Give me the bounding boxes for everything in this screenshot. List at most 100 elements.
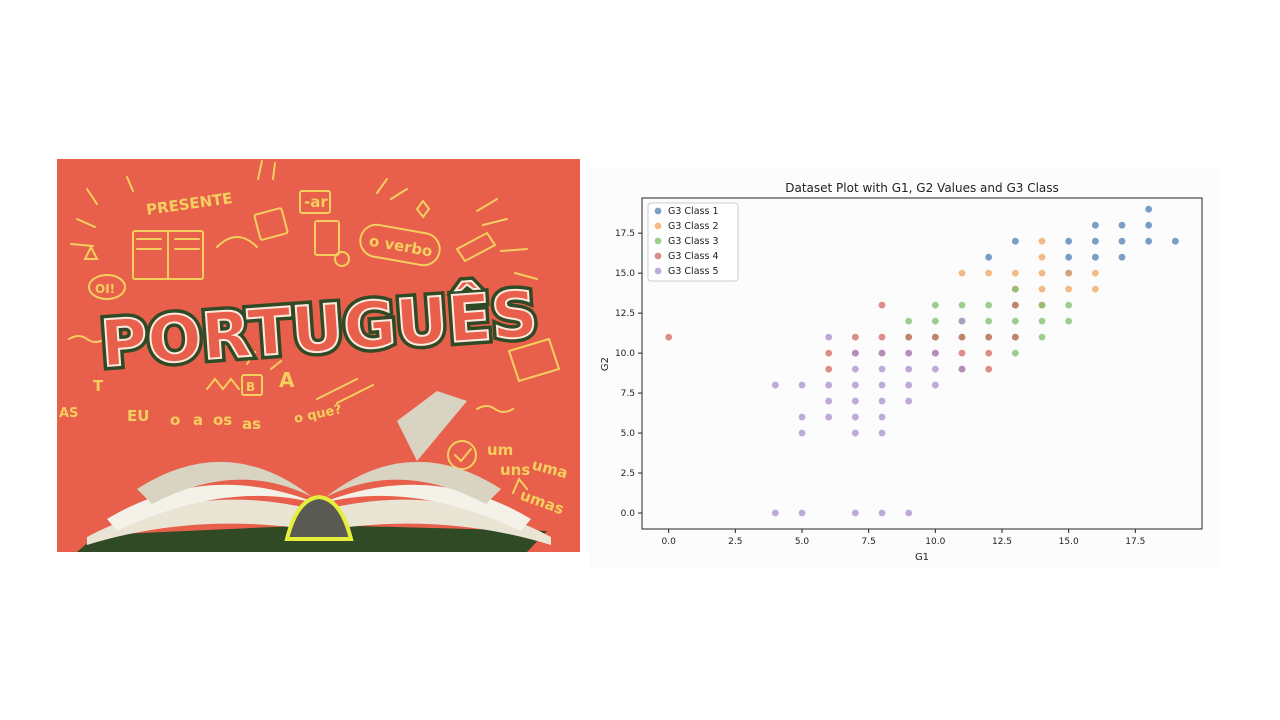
y-tick-label: 0.0 [621, 509, 636, 519]
doodle-os: os [213, 411, 232, 429]
data-point-class-2 [1091, 269, 1099, 277]
data-point-class-5 [878, 349, 886, 357]
data-point-class-4 [1011, 333, 1019, 341]
data-point-class-5 [851, 365, 859, 373]
data-point-class-5 [825, 413, 833, 421]
data-point-class-5 [851, 509, 859, 517]
data-point-class-3 [985, 317, 993, 325]
legend-marker [654, 222, 662, 230]
data-point-class-1 [1091, 221, 1099, 229]
data-point-class-1 [1145, 205, 1153, 213]
data-point-class-3 [931, 317, 939, 325]
data-point-class-5 [825, 381, 833, 389]
data-point-class-2 [1011, 269, 1019, 277]
data-point-class-5 [958, 317, 966, 325]
doodle-oi: OI! [95, 282, 115, 296]
data-point-class-5 [851, 349, 859, 357]
data-point-class-5 [798, 429, 806, 437]
data-point-class-4 [931, 333, 939, 341]
chart-title: Dataset Plot with G1, G2 Values and G3 C… [785, 181, 1059, 195]
scatter-plot-panel: Dataset Plot with G1, G2 Values and G3 C… [590, 168, 1220, 568]
x-tick-label: 7.5 [862, 537, 876, 547]
data-point-class-5 [958, 365, 966, 373]
x-tick-label: 17.5 [1125, 537, 1145, 547]
legend-box [647, 202, 739, 282]
data-point-class-5 [878, 413, 886, 421]
data-point-class-1 [1011, 237, 1019, 245]
data-point-class-3 [905, 317, 913, 325]
y-tick-label: 17.5 [615, 229, 635, 239]
data-point-class-1 [1091, 237, 1099, 245]
x-axis-label: G1 [915, 552, 929, 563]
x-tick-label: 12.5 [992, 537, 1012, 547]
doodle-t: T [93, 377, 104, 395]
data-point-class-4 [1011, 301, 1019, 309]
portugues-illustration: PRESENTE -ar o verbo OI! EU o a os as o … [57, 159, 580, 552]
x-tick-label: 15.0 [1059, 537, 1079, 547]
data-point-class-1 [1118, 237, 1126, 245]
data-point-class-3 [1011, 285, 1019, 293]
x-tick-label: 2.5 [728, 537, 742, 547]
data-point-class-4 [825, 349, 833, 357]
data-point-class-5 [851, 381, 859, 389]
legend-label: G3 Class 4 [668, 251, 718, 262]
plot-frame [641, 197, 1203, 530]
doodle-uns: uns [500, 461, 530, 479]
data-point-class-3 [1038, 317, 1046, 325]
legend-label: G3 Class 2 [668, 221, 718, 232]
data-point-class-2 [1038, 253, 1046, 261]
data-point-class-5 [931, 365, 939, 373]
data-point-class-5 [878, 509, 886, 517]
y-tick-label: 7.5 [621, 389, 635, 399]
doodle-b: B [246, 380, 255, 394]
data-point-class-3 [1065, 301, 1073, 309]
data-point-class-5 [798, 381, 806, 389]
y-axis-label: G2 [600, 357, 611, 371]
data-point-class-1 [1145, 237, 1153, 245]
data-point-class-3 [958, 301, 966, 309]
doodle-um: um [487, 441, 513, 459]
data-point-class-5 [878, 381, 886, 389]
scatter-plot: Dataset Plot with G1, G2 Values and G3 C… [600, 181, 1203, 563]
data-point-class-4 [825, 365, 833, 373]
data-point-class-2 [1065, 285, 1073, 293]
data-point-class-5 [905, 365, 913, 373]
data-point-class-3 [985, 301, 993, 309]
data-point-class-5 [878, 429, 886, 437]
y-tick-label: 15.0 [615, 269, 635, 279]
data-point-class-5 [851, 413, 859, 421]
data-point-class-3 [931, 301, 939, 309]
data-point-class-5 [931, 349, 939, 357]
x-tick-label: 5.0 [795, 537, 810, 547]
data-point-class-3 [1065, 317, 1073, 325]
data-point-class-5 [851, 429, 859, 437]
data-point-class-5 [825, 397, 833, 405]
doodle-a: a [193, 411, 203, 429]
doodle-o: o [170, 411, 180, 429]
data-point-class-4 [851, 333, 859, 341]
data-point-class-4 [905, 333, 913, 341]
data-point-class-1 [1118, 221, 1126, 229]
data-point-class-5 [851, 397, 859, 405]
legend-label: G3 Class 1 [668, 206, 718, 217]
data-point-class-2 [958, 269, 966, 277]
data-point-class-3 [1011, 317, 1019, 325]
legend-label: G3 Class 5 [668, 266, 718, 277]
doodle-a-big: A [279, 368, 295, 392]
data-point-class-5 [905, 381, 913, 389]
doodle-as-side: AS [59, 406, 78, 421]
doodle-as: as [242, 415, 261, 433]
data-point-class-1 [1145, 221, 1153, 229]
data-point-class-3 [1038, 333, 1046, 341]
data-point-class-1 [985, 253, 993, 261]
x-tick-label: 0.0 [662, 537, 677, 547]
data-point-class-5 [771, 509, 779, 517]
legend-marker [654, 207, 662, 215]
data-point-class-5 [905, 397, 913, 405]
data-point-class-3 [1011, 349, 1019, 357]
data-point-class-1 [1118, 253, 1126, 261]
data-point-class-5 [905, 509, 913, 517]
data-point-class-2 [1038, 269, 1046, 277]
data-point-class-4 [985, 365, 993, 373]
data-point-class-1 [1091, 253, 1099, 261]
